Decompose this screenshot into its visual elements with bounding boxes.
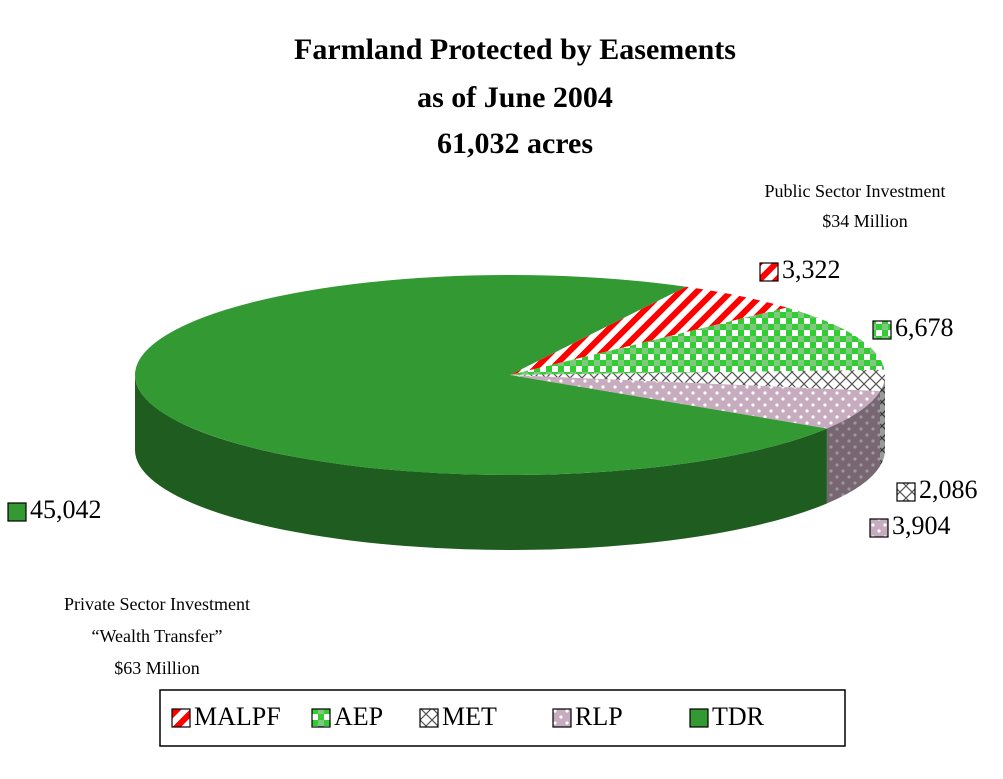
legend-label: RLP: [575, 702, 623, 731]
labels: 3,322 6,678 2,086 3,904 45,042 MALPF AEP MET RLP…: [7, 255, 978, 731]
legend-key: [171, 708, 191, 728]
chart-subtitle: 61,032 acres: [437, 127, 593, 160]
legend-label: MALPF: [194, 702, 281, 731]
chart-subtitle: as of June 2004: [417, 81, 613, 114]
pie-slice-side: [880, 375, 885, 467]
pie-slice: [134, 274, 827, 475]
value-label: 45,042: [30, 495, 102, 524]
pie-slice-side: [826, 391, 881, 504]
legend-label: MET: [442, 702, 497, 731]
value-label: 6,678: [895, 313, 954, 342]
annotation: “Wealth Transfer”: [91, 626, 222, 646]
value-label-key: [872, 320, 892, 340]
legend-key: [419, 708, 439, 728]
value-label-key: [869, 518, 889, 538]
value-label: 3,904: [892, 511, 951, 540]
legend-key: [311, 708, 331, 728]
pie: [134, 274, 885, 550]
annotation: $34 Million: [822, 211, 908, 231]
value-label: 3,322: [782, 255, 841, 284]
value-label: 2,086: [919, 475, 978, 504]
annotation: Public Sector Investment: [765, 181, 946, 201]
pie-slice: [510, 375, 881, 429]
annotation: Private Sector Investment: [64, 594, 250, 614]
annotation: $63 Million: [114, 658, 200, 678]
chart-title: Farmland Protected by Easements: [294, 33, 736, 66]
legend-key: [552, 708, 572, 728]
value-label-key: [896, 482, 916, 502]
legend-label: TDR: [712, 702, 765, 731]
value-label-key: [7, 502, 27, 522]
value-label-key: [759, 262, 779, 282]
pie-slice: [510, 286, 787, 375]
pie-slice-side: [134, 375, 827, 550]
legend-box: [159, 689, 846, 747]
legend-key: [689, 708, 709, 728]
pie-slice: [510, 307, 885, 375]
legend-label: AEP: [334, 702, 383, 731]
pie-slice: [510, 369, 885, 392]
